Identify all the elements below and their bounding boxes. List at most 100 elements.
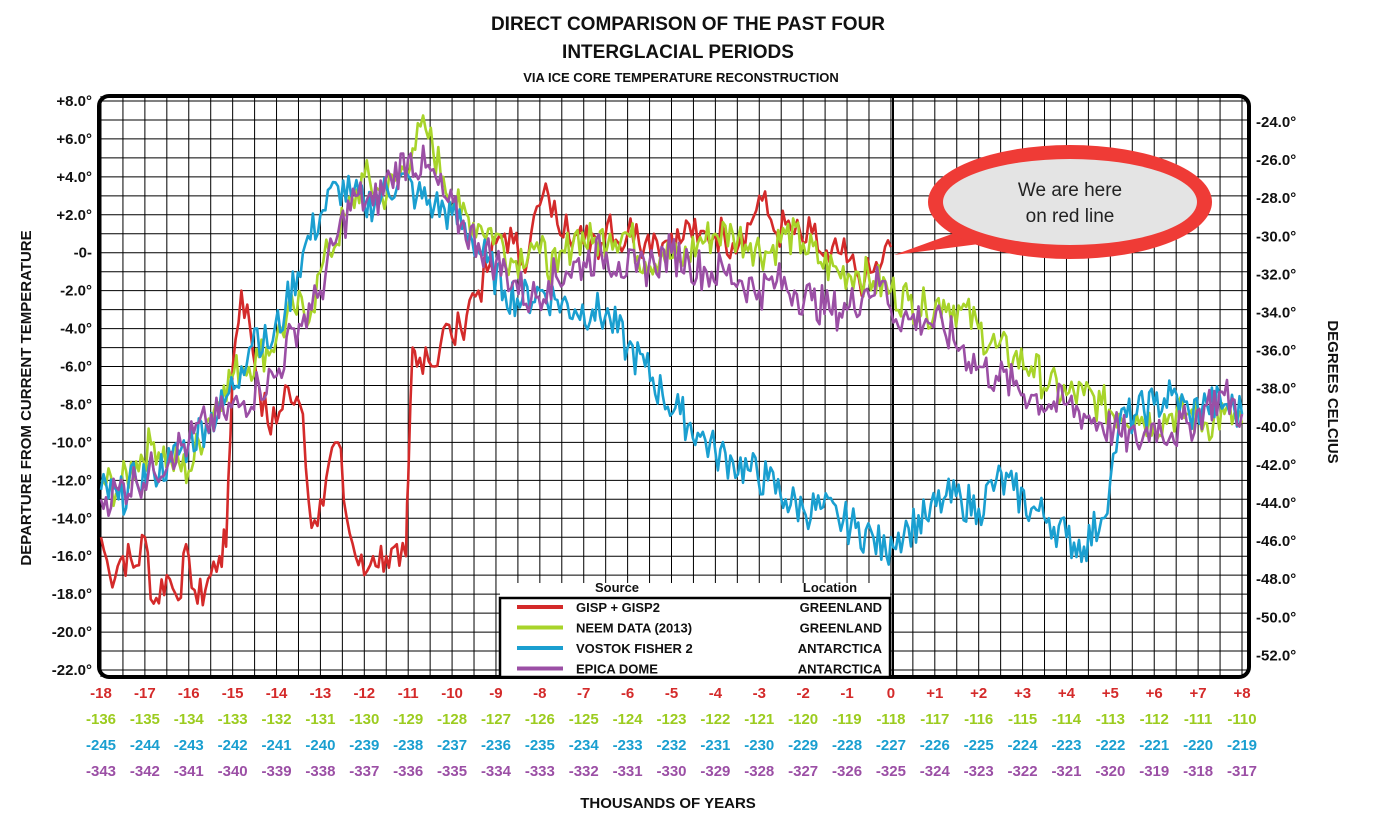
x-tick-label: -317 [1227,763,1257,780]
x-tick-label: -228 [832,737,862,754]
x-tick-label: -1 [840,685,853,702]
x-tick-label: -16 [178,685,200,702]
y-tick-label: -14.0° [52,510,92,527]
y-tick-label: -4.0° [60,321,92,338]
x-tick-label: -339 [262,763,292,780]
x-tick-label: -119 [832,711,861,728]
x-tick-label: -320 [1095,763,1125,780]
x-tick-label: -335 [437,763,467,780]
y-tick-label: -10.0° [52,434,92,451]
y-tick-label-right: -40.0° [1256,419,1296,436]
x-tick-label: +5 [1102,685,1119,702]
legend-entry-location: GREENLAND [800,621,882,636]
x-tick-label: -4 [709,685,723,702]
x-tick-label: -117 [920,711,949,728]
y-tick-label-right: -24.0° [1256,114,1296,131]
y-ticks-right: -24.0° -26.0° -28.0° -30.0° -32.0° -34.0° -36.… [1256,114,1296,664]
x-tick-label: -136 [86,711,116,728]
x-tick-label: -17 [134,685,156,702]
x-tick-label: -123 [656,711,686,728]
x-tick-label: -242 [218,737,248,754]
x-tick-label: -232 [656,737,686,754]
y-tick-label-right: -52.0° [1256,647,1296,664]
x-tick-label: -226 [920,737,950,754]
chart-title: DIRECT COMPARISON OF THE PAST FOUR [491,14,885,35]
x-tick-label: -11 [398,685,419,702]
legend-location-header: Location [803,580,857,595]
bubble-text-line2: on red line [1026,206,1115,227]
legend-entry-location: ANTARCTICA [798,641,883,656]
y-tick-label-right: -26.0° [1256,152,1296,169]
series-line-4 [99,144,1244,517]
x-tick-label: -8 [533,685,546,702]
x-tick-label: -2 [796,685,809,702]
y-tick-label-right: -48.0° [1256,571,1296,588]
x-tick-label: -115 [1008,711,1037,728]
x-tick-label: +3 [1014,685,1031,702]
y-tick-label: -6.0° [60,359,92,376]
legend-header-bg [500,583,890,597]
x-tick-label: -230 [744,737,774,754]
x-tick-label: -131 [305,711,335,728]
x-tick-label: -338 [305,763,335,780]
x-tick-label: 0 [887,685,895,702]
x-tick-label: -324 [920,763,951,780]
bubble-inner [943,159,1197,245]
x-tick-label: -326 [832,763,862,780]
x-tick-label: +2 [970,685,987,702]
y-tick-label: -12.0° [52,472,92,489]
x-tick-label: +1 [926,685,943,702]
y-tick-label: -20.0° [52,624,92,641]
y-tick-label: +2.0° [56,207,92,224]
x-tick-label: -116 [964,711,993,728]
legend-entry-name: NEEM DATA (2013) [576,621,692,636]
x-tick-label: -6 [621,685,634,702]
bubble-text-line1: We are here [1018,180,1122,201]
annotation-bubble: We are here on red line [894,145,1212,259]
x-tick-label: -235 [525,737,555,754]
y-tick-label-right: -30.0° [1256,228,1296,245]
y-tick-label: -2.0° [60,283,92,300]
x-tick-label: -243 [174,737,204,754]
x-tick-label: -130 [349,711,379,728]
x-tick-label: -135 [130,711,160,728]
x-tick-label: -245 [86,737,116,754]
x-tick-label: -237 [437,737,467,754]
x-tick-label: -10 [441,685,463,702]
x-tick-label: -128 [437,711,467,728]
y-tick-label: -22.0° [52,662,92,679]
x-tick-label: -18 [90,685,112,702]
x-tick-label: -221 [1139,737,1169,754]
y-tick-label-right: -46.0° [1256,533,1296,550]
legend-source-header: Source [595,580,639,595]
chart-subtitle: VIA ICE CORE TEMPERATURE RECONSTRUCTION [523,70,839,85]
legend-entry-location: ANTARCTICA [798,662,883,677]
y-axis-label: DEPARTURE FROM CURRENT TEMPERATURE [18,230,35,565]
x-tick-label: -244 [130,737,161,754]
x-tick-label: -343 [86,763,116,780]
x-tick-label: -331 [613,763,643,780]
x-tick-label: -114 [1052,711,1082,728]
y-tick-label-right: -32.0° [1256,266,1296,283]
y-tick-label-right: -42.0° [1256,457,1296,474]
series-layer [99,114,1244,607]
x-tick-label: -9 [489,685,502,702]
x-tick-label: -229 [788,737,818,754]
x-tick-label: -341 [174,763,204,780]
x-tick-label: -124 [613,711,644,728]
y-tick-label: -18.0° [52,586,92,603]
chart-title-line2: INTERGLACIAL PERIODS [562,42,794,63]
x-tick-label: +8 [1233,685,1250,702]
legend-entry-name: GISP + GISP2 [576,600,660,615]
x-tick-label: -5 [665,685,678,702]
x-tick-label: -219 [1227,737,1257,754]
x-tick-label: -225 [964,737,994,754]
x-tick-label: +6 [1146,685,1163,702]
y-tick-label: -16.0° [52,548,92,565]
x-tick-label: -321 [1051,763,1081,780]
y-tick-label: -8.0° [60,396,92,413]
y-tick-label-right: -36.0° [1256,343,1296,360]
x-tick-label: -327 [788,763,818,780]
x-tick-label: -220 [1183,737,1213,754]
